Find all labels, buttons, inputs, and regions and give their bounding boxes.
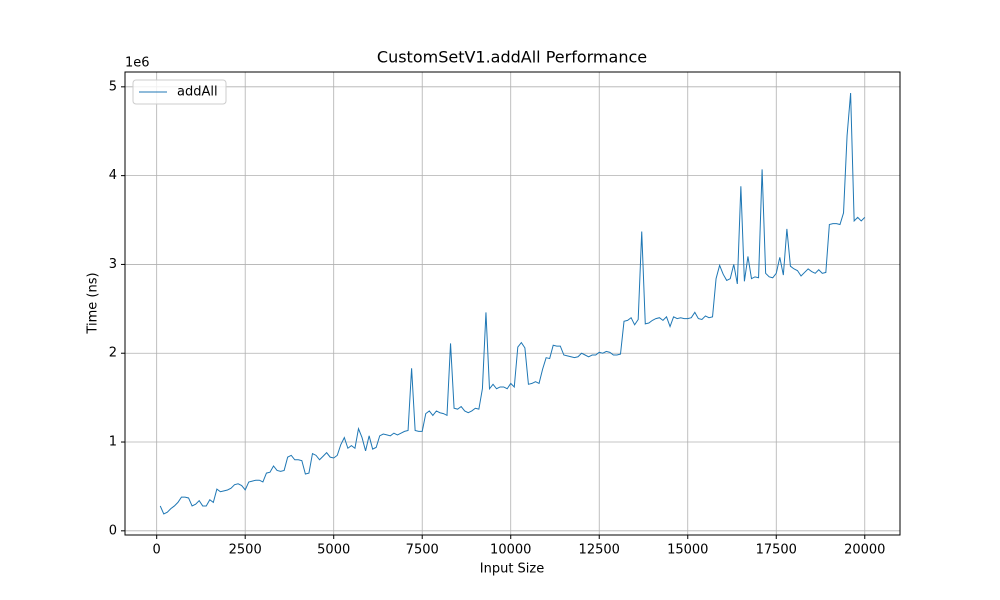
- y-tick-label: 0: [109, 523, 117, 538]
- legend-label: addAll: [177, 85, 218, 100]
- grid: [125, 72, 900, 535]
- y-tick-label: 4: [109, 168, 117, 183]
- chart-title: CustomSetV1.addAll Performance: [377, 48, 647, 67]
- legend-box: [132, 79, 227, 105]
- x-tick-label: 0: [153, 543, 161, 558]
- x-tick-label: 2500: [229, 543, 262, 558]
- y-tick-label: 3: [109, 257, 117, 272]
- y-tick-label: 1: [109, 435, 117, 450]
- y-tick-label: 2: [109, 346, 117, 361]
- x-tick-label: 5000: [317, 543, 350, 558]
- y-offset-label: 1e6: [125, 56, 150, 71]
- plot-frame: [124, 71, 901, 536]
- plot: [159, 93, 866, 515]
- x-tick-label: 20000: [844, 543, 885, 558]
- x-tick-label: 12500: [579, 543, 620, 558]
- series-line: [159, 93, 866, 515]
- x-tick-label: 10000: [490, 543, 531, 558]
- x-tick-label: 7500: [406, 543, 439, 558]
- y-axis-label: Time (ns): [86, 272, 101, 334]
- x-axis-label: Input Size: [480, 562, 544, 577]
- y-tick-label: 5: [109, 79, 117, 94]
- x-tick-label: 17500: [756, 543, 797, 558]
- x-tick-label: 15000: [667, 543, 708, 558]
- legend: addAll: [132, 79, 227, 105]
